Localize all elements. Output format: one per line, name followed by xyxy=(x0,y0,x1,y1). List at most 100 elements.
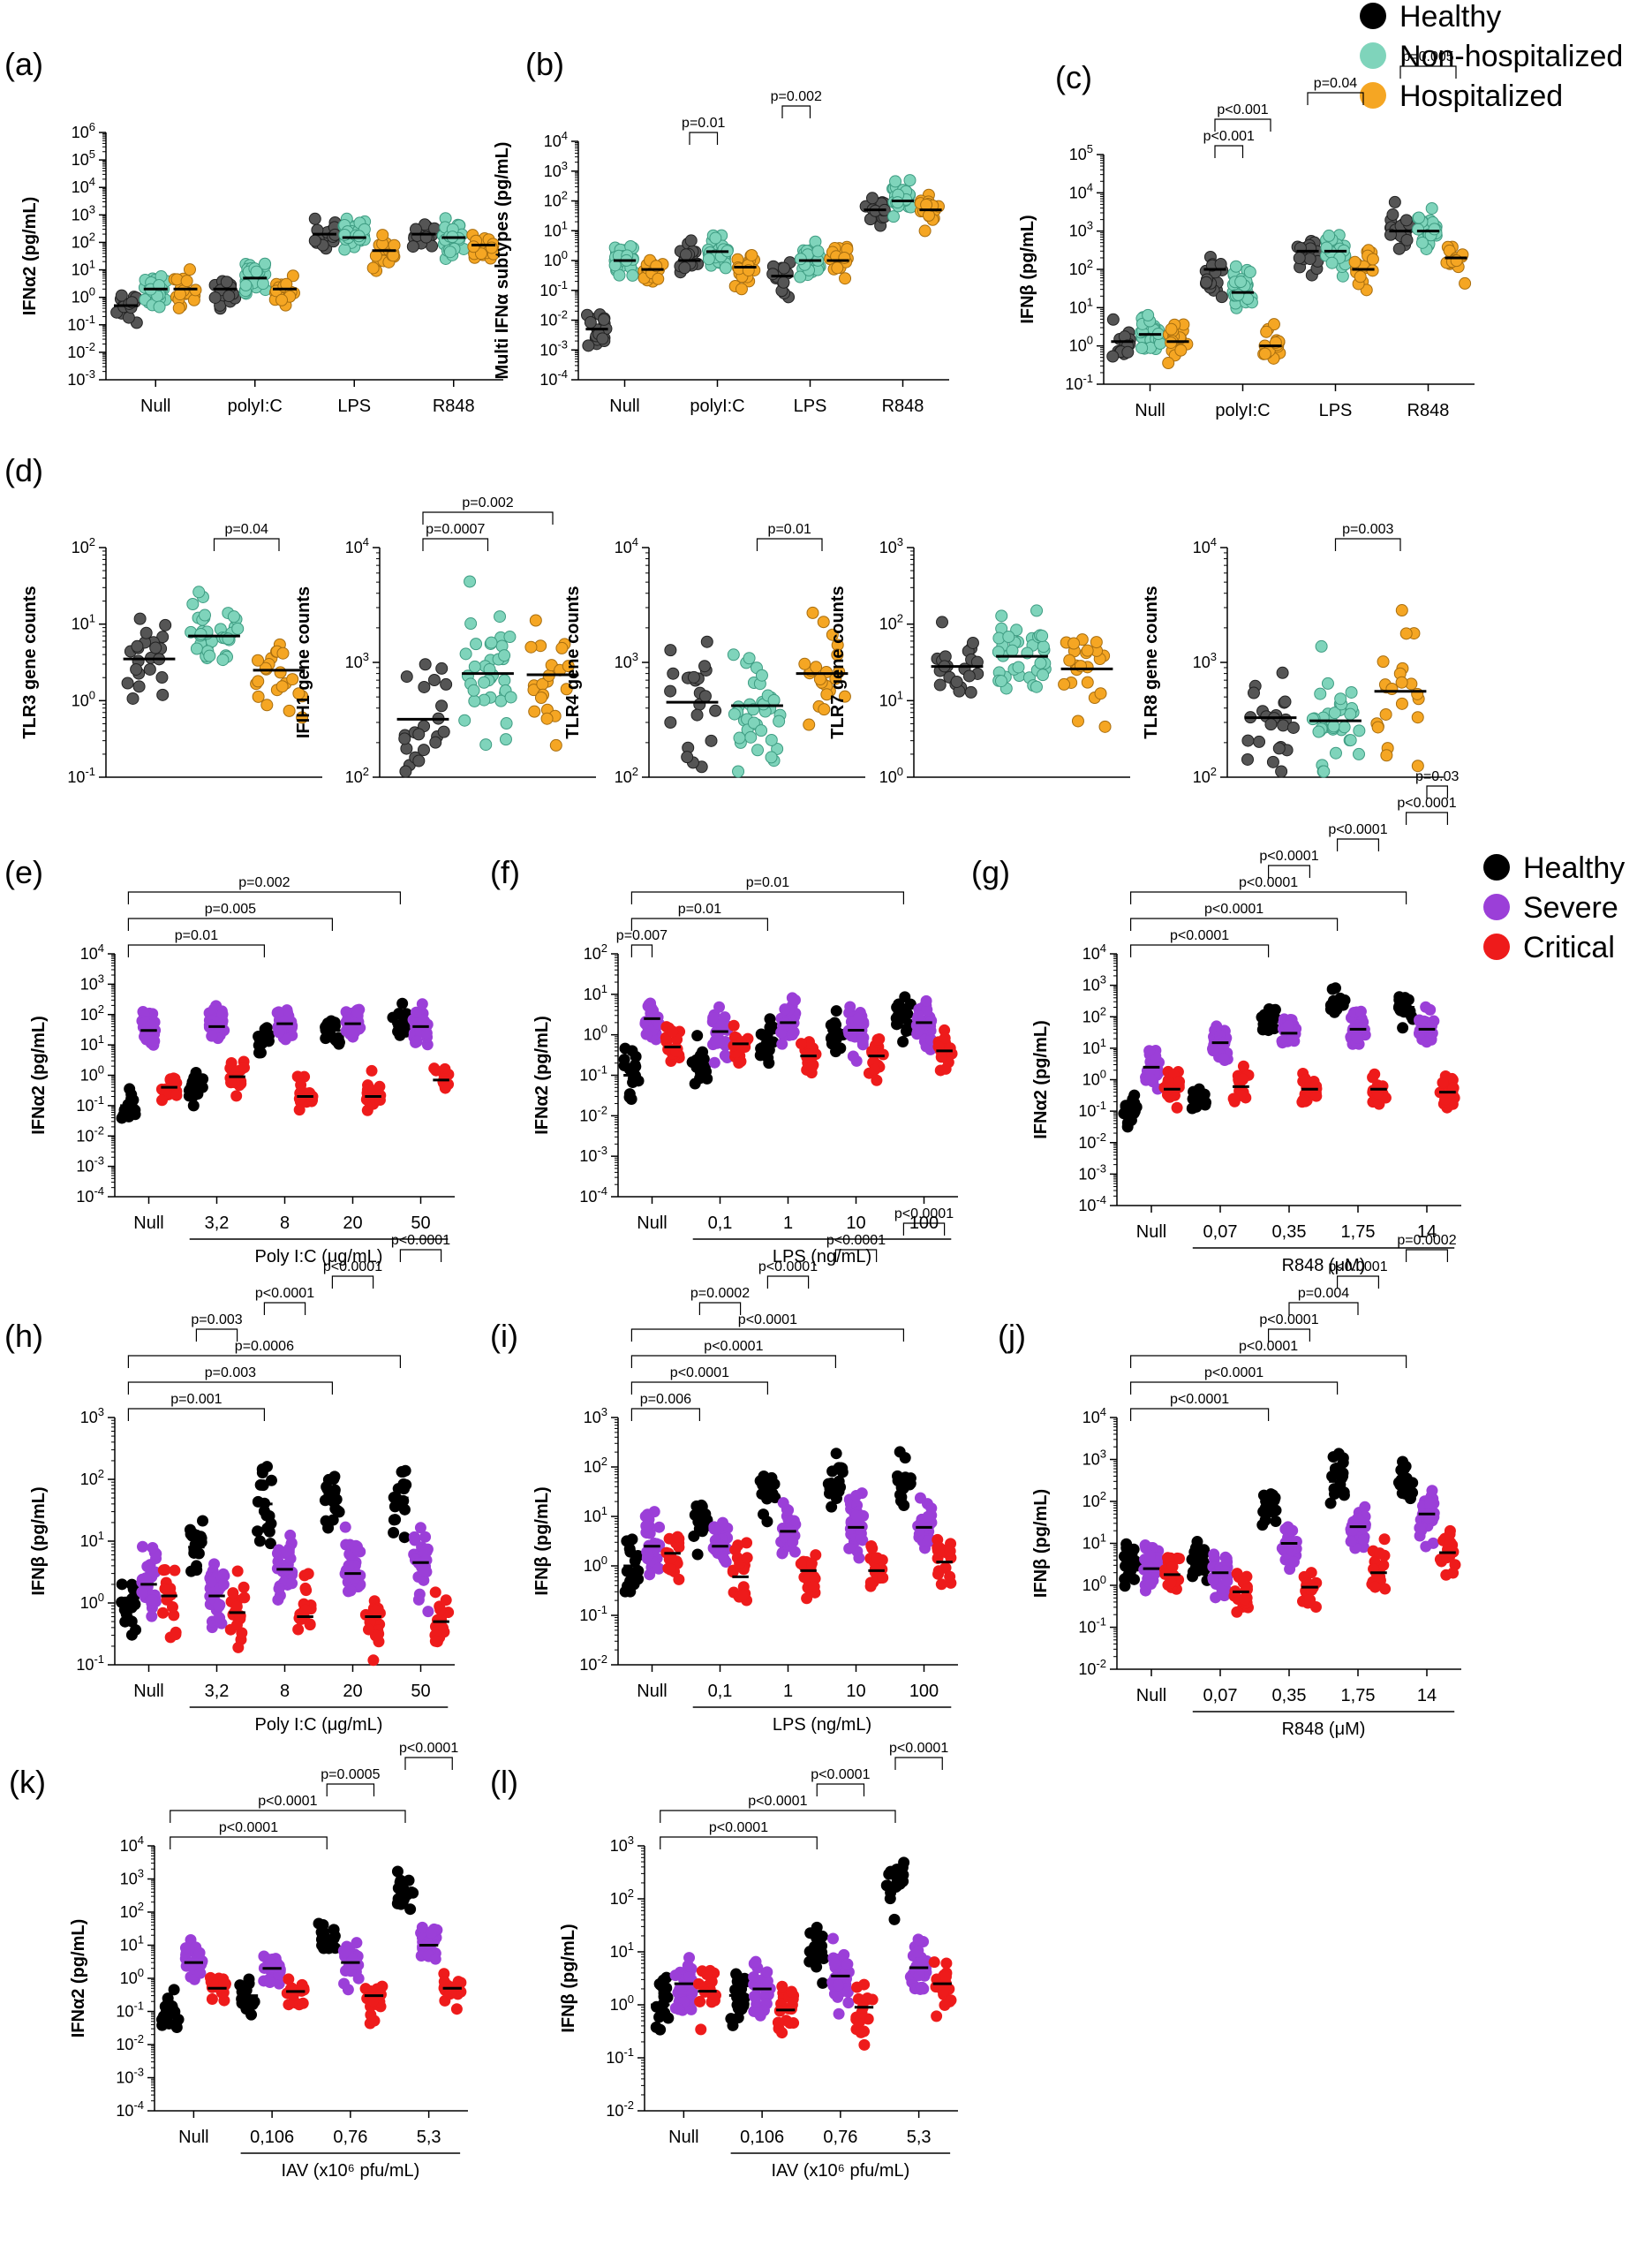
data-point-healthy xyxy=(1257,1489,1270,1501)
data-point-severe xyxy=(1287,1556,1300,1569)
legend-middle: Healthy Severe Critical xyxy=(1483,851,1625,964)
data-point-healthy xyxy=(698,690,712,703)
data-point-severe xyxy=(777,1497,789,1509)
data-point-non-hospitalized xyxy=(203,649,216,662)
data-point-non-hospitalized xyxy=(767,693,781,707)
y-tick-label: 10-2 xyxy=(67,340,95,361)
data-point-healthy xyxy=(308,234,321,247)
data-point-non-hospitalized xyxy=(467,684,480,697)
data-point-healthy xyxy=(621,1565,633,1577)
p-value-bracket xyxy=(1334,538,1401,551)
data-point-non-hospitalized xyxy=(500,717,513,730)
p-value-bracket xyxy=(213,538,280,551)
data-point-healthy xyxy=(667,667,680,680)
data-point-severe xyxy=(339,1521,351,1533)
data-point-severe xyxy=(1143,1549,1156,1561)
p-value-label: p<0.0001 xyxy=(219,1820,278,1835)
data-point-healthy xyxy=(1397,1455,1409,1468)
data-point-non-hospitalized xyxy=(478,676,491,689)
y-axis-label: IFNβ (pg/mL) xyxy=(1031,1489,1051,1598)
data-point-healthy xyxy=(1119,1580,1131,1592)
data-point-healthy xyxy=(664,644,677,657)
p-value-label: p=0.007 xyxy=(616,928,668,943)
x-tick-label: LPS xyxy=(1319,401,1353,420)
data-point-severe xyxy=(273,1968,285,1980)
data-point-non-hospitalized xyxy=(1412,223,1425,236)
data-point-severe xyxy=(852,1012,864,1024)
data-point-healthy xyxy=(709,704,722,717)
data-point-hospitalized xyxy=(1395,676,1408,689)
data-point-critical xyxy=(736,1589,749,1601)
data-point-healthy xyxy=(1256,1519,1269,1531)
data-point-healthy xyxy=(824,1483,836,1495)
y-tick-label: 10-1 xyxy=(606,2045,634,2067)
data-point-severe xyxy=(1347,1516,1360,1528)
chart-panel-d4: 100 101 102 103 TLR7 gene counts xyxy=(828,535,1130,786)
data-point-non-hospitalized xyxy=(239,278,253,291)
data-point-healthy xyxy=(143,662,156,676)
y-tick-label: 100 xyxy=(584,1554,607,1575)
data-point-severe xyxy=(340,1016,352,1028)
data-point-severe xyxy=(146,1594,158,1607)
data-point-non-hospitalized xyxy=(194,627,207,640)
data-point-non-hospitalized xyxy=(747,716,760,730)
data-point-severe xyxy=(409,1534,421,1546)
data-point-hospitalized xyxy=(286,269,299,283)
data-point-critical xyxy=(230,1619,243,1631)
data-point-healthy xyxy=(121,677,134,690)
data-point-critical xyxy=(230,1600,243,1613)
y-tick-label: 104 xyxy=(345,535,369,556)
data-point-healthy xyxy=(1241,752,1254,766)
data-point-critical xyxy=(1374,1547,1386,1560)
data-point-healthy xyxy=(664,716,677,730)
data-point-severe xyxy=(922,1535,934,1547)
data-point-healthy xyxy=(191,1560,203,1572)
p-value-bracket xyxy=(756,538,823,551)
data-point-critical xyxy=(936,1545,948,1557)
data-point-critical xyxy=(292,1623,305,1636)
data-point-severe xyxy=(179,1942,192,1954)
data-point-hospitalized xyxy=(1366,253,1379,266)
data-point-severe xyxy=(711,1037,723,1049)
data-point-healthy xyxy=(830,1448,842,1460)
data-point-severe xyxy=(420,1554,433,1566)
p-value-bracket xyxy=(127,944,265,957)
data-point-healthy xyxy=(248,1995,260,2007)
data-point-healthy xyxy=(398,1531,411,1544)
x-tick-label: 0,106 xyxy=(250,2128,294,2147)
data-point-critical xyxy=(1296,1096,1309,1108)
p-value-bracket xyxy=(1130,944,1270,957)
data-point-critical xyxy=(238,1581,250,1593)
data-point-healthy xyxy=(664,684,677,698)
p-value-label: p=0.01 xyxy=(678,902,721,917)
data-point-critical xyxy=(368,2015,381,2027)
chart-panel-b: (b) 10-4 10-3 10-2 10-1 100 101 102 103 104 Multi … xyxy=(493,46,949,416)
y-tick-label: 10-2 xyxy=(116,2032,144,2053)
data-point-severe xyxy=(1345,1535,1357,1547)
data-point-healthy xyxy=(731,1999,743,2011)
p-value-bracket xyxy=(902,1222,946,1236)
p-value-label: p=0.0005 xyxy=(321,1767,380,1782)
y-tick-label: 10-4 xyxy=(76,1184,104,1206)
y-tick-label: 100 xyxy=(1082,1068,1106,1089)
p-value-bracket xyxy=(689,132,719,145)
data-point-severe xyxy=(748,1970,760,1983)
y-tick-label: 102 xyxy=(584,1455,607,1476)
y-axis-label: TLR8 gene counts xyxy=(1142,586,1161,738)
p-value-bracket xyxy=(698,1302,742,1315)
data-point-healthy xyxy=(691,1030,704,1042)
data-point-severe xyxy=(1414,1522,1426,1534)
data-point-healthy xyxy=(220,276,233,289)
data-point-hospitalized xyxy=(376,229,389,242)
y-tick-label: 102 xyxy=(615,765,638,786)
y-tick-label: 10-3 xyxy=(579,1144,607,1165)
data-point-healthy xyxy=(322,1942,335,1954)
data-point-critical xyxy=(170,1629,182,1641)
x-tick-label: R848 xyxy=(882,397,924,416)
data-point-severe xyxy=(1424,1003,1437,1016)
data-point-critical xyxy=(444,1987,456,2000)
y-tick-label: 10-1 xyxy=(116,2000,144,2021)
x-axis-label: R848 (μM) xyxy=(1282,1720,1366,1739)
data-point-healthy xyxy=(777,261,790,275)
y-tick-label: 101 xyxy=(610,1939,634,1961)
